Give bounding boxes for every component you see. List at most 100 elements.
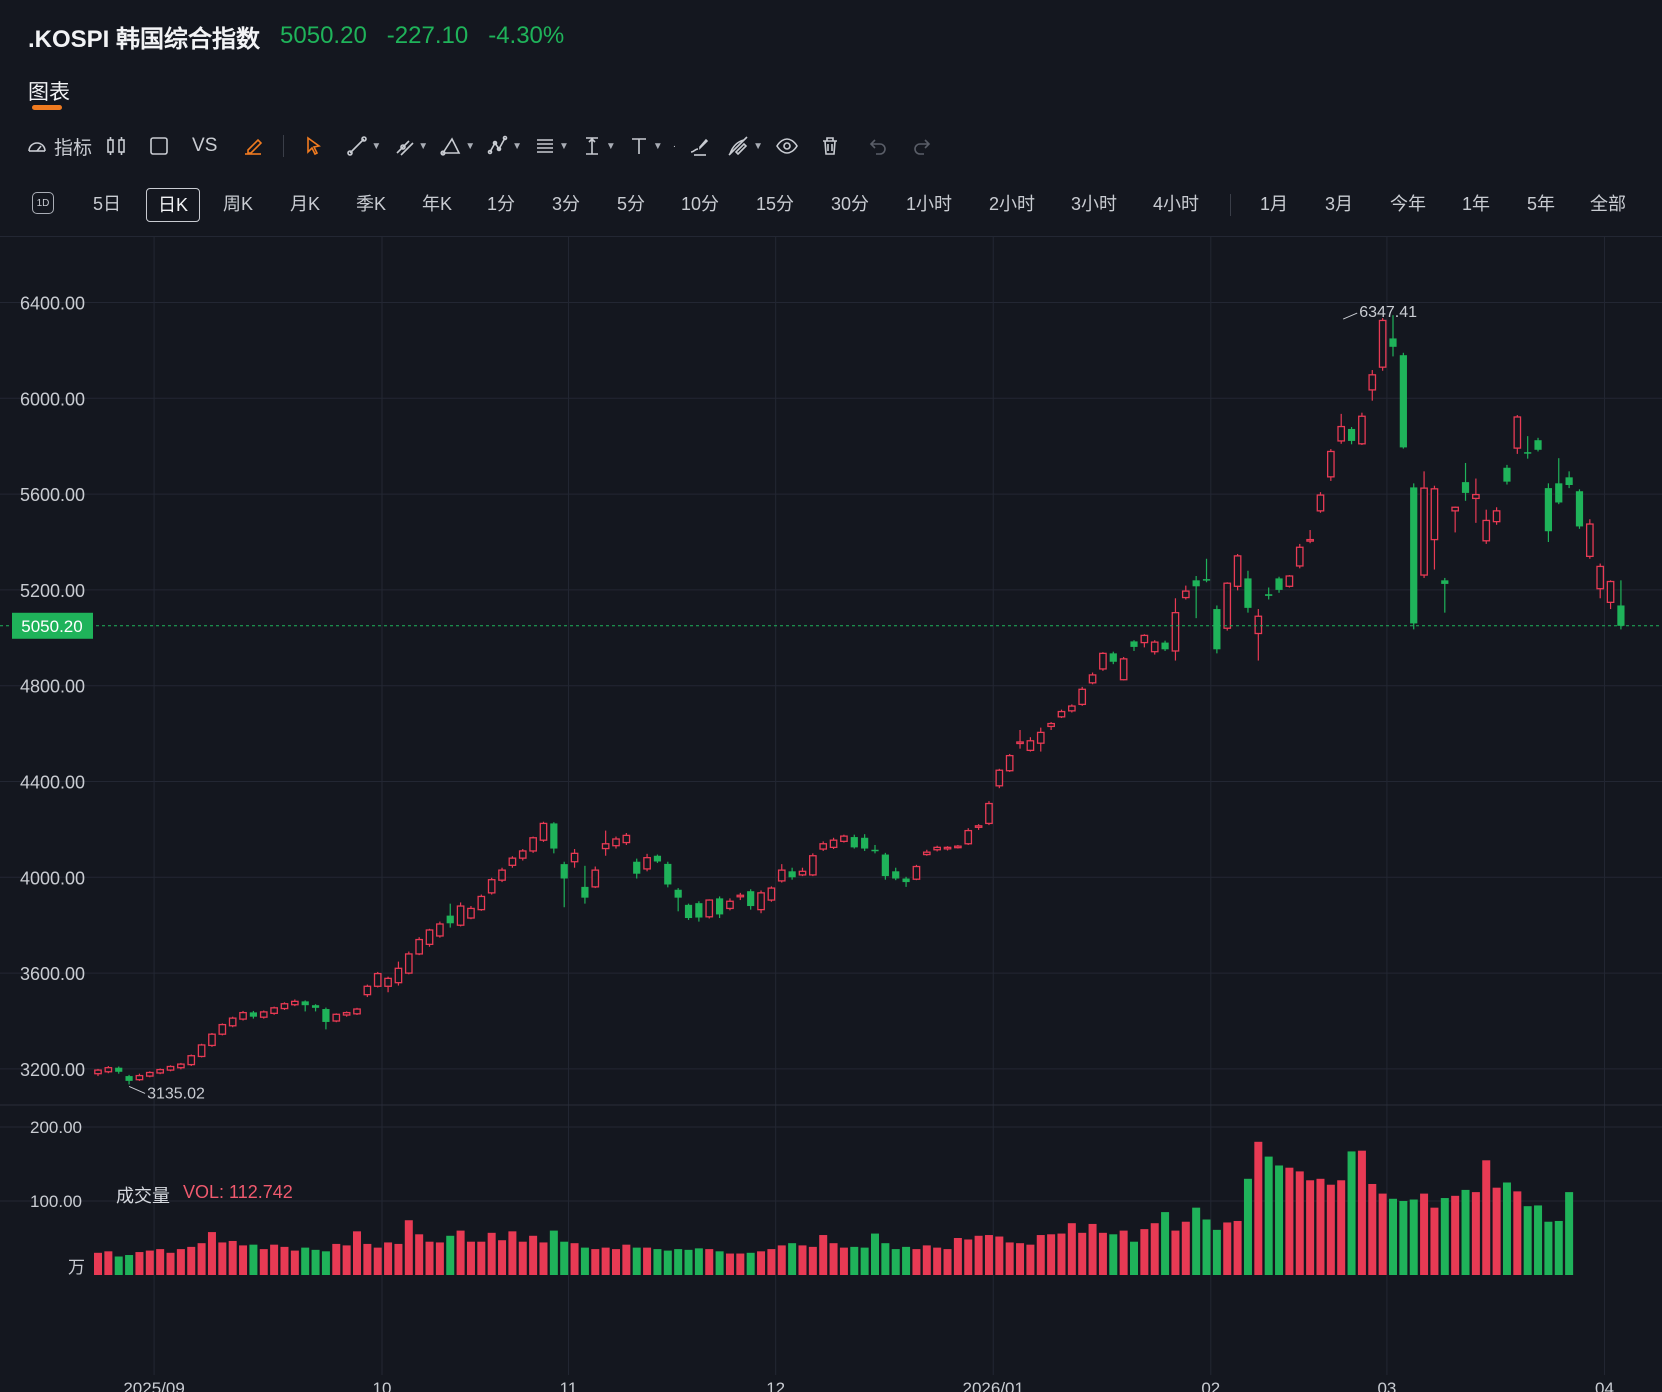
no-draw-tool[interactable]: ▼ bbox=[726, 126, 763, 166]
chevron-down-icon: ▼ bbox=[605, 140, 616, 152]
candle-body bbox=[788, 871, 796, 878]
range-5y[interactable]: 5年 bbox=[1526, 194, 1556, 214]
pitchfork-tool[interactable]: ▼ bbox=[393, 126, 428, 166]
candle bbox=[601, 830, 610, 856]
candle-body bbox=[1275, 578, 1283, 590]
candle-body bbox=[477, 895, 486, 911]
brush-tool[interactable] bbox=[688, 126, 710, 166]
volume-bar bbox=[1482, 1160, 1491, 1275]
volume-bar bbox=[1109, 1234, 1118, 1275]
range-1y[interactable]: 1年 bbox=[1461, 194, 1491, 214]
period-15min[interactable]: 15分 bbox=[755, 194, 795, 214]
volume-bar bbox=[871, 1233, 879, 1275]
period-2h[interactable]: 2小时 bbox=[988, 194, 1036, 214]
period-monthly-k[interactable]: 月K bbox=[289, 194, 321, 214]
period-1d-icon[interactable]: 1D bbox=[32, 192, 54, 214]
candle-body bbox=[197, 1044, 206, 1058]
volume-bar bbox=[1150, 1223, 1159, 1275]
range-1m[interactable]: 1月 bbox=[1259, 194, 1289, 214]
tab-chart[interactable]: 图表 bbox=[28, 81, 70, 104]
volume-bar bbox=[819, 1235, 828, 1275]
candle bbox=[353, 1007, 361, 1016]
candle bbox=[446, 903, 454, 928]
volume-bar bbox=[891, 1249, 900, 1275]
period-3min[interactable]: 3分 bbox=[551, 194, 581, 214]
x-tick-label: 2026/01 bbox=[963, 1379, 1024, 1392]
volume-bar bbox=[1409, 1199, 1418, 1275]
candle bbox=[1150, 640, 1159, 655]
redo-button[interactable] bbox=[911, 126, 933, 166]
period-quarterly-k[interactable]: 季K bbox=[355, 194, 387, 214]
range-ytd[interactable]: 今年 bbox=[1390, 194, 1426, 214]
candle-body bbox=[581, 886, 589, 898]
candle bbox=[1265, 587, 1273, 600]
period-30min[interactable]: 30分 bbox=[830, 194, 870, 214]
period-yearly-k[interactable]: 年K bbox=[421, 194, 453, 214]
candle-body bbox=[705, 899, 714, 918]
candle bbox=[322, 1007, 330, 1030]
compare-button[interactable]: VS bbox=[192, 126, 217, 166]
visibility-toggle[interactable] bbox=[775, 126, 799, 166]
volume-bar bbox=[850, 1246, 859, 1275]
period-1min[interactable]: 1分 bbox=[486, 194, 516, 214]
cursor-tool[interactable] bbox=[302, 126, 324, 166]
trendline-tool[interactable]: ▼ bbox=[346, 126, 381, 166]
candle-body bbox=[591, 869, 600, 888]
volume-bar bbox=[1212, 1229, 1221, 1275]
triangle-tool[interactable]: ▼ bbox=[440, 126, 475, 166]
volume-bar bbox=[953, 1238, 962, 1275]
candle-body bbox=[187, 1055, 196, 1066]
volume-bar bbox=[1026, 1244, 1035, 1275]
highlighter-tool[interactable] bbox=[241, 126, 265, 166]
candle bbox=[1555, 458, 1563, 505]
x-tick-label: 12 bbox=[766, 1379, 785, 1392]
volume-bar bbox=[549, 1230, 558, 1275]
indicator-button[interactable]: 指标 bbox=[26, 126, 92, 166]
candle-body bbox=[808, 855, 817, 876]
period-1h[interactable]: 1小时 bbox=[905, 194, 953, 214]
period-daily-k[interactable]: 日K bbox=[145, 188, 201, 222]
candle-body bbox=[985, 802, 993, 825]
period-3h[interactable]: 3小时 bbox=[1070, 194, 1118, 214]
volume-y-tick-label: 100.00 bbox=[30, 1192, 82, 1211]
candle-body bbox=[777, 869, 786, 882]
candle bbox=[1161, 640, 1169, 651]
period-5d[interactable]: 5日 bbox=[92, 194, 122, 214]
volume-bar bbox=[1326, 1184, 1335, 1275]
volume-bar bbox=[280, 1246, 289, 1275]
period-divider bbox=[1230, 194, 1231, 216]
volume-bar bbox=[912, 1249, 921, 1275]
volume-bar bbox=[601, 1247, 610, 1275]
period-weekly-k[interactable]: 周K bbox=[222, 194, 254, 214]
candle-body bbox=[353, 1008, 361, 1015]
candle bbox=[881, 852, 889, 880]
candle bbox=[384, 976, 392, 993]
volume-bar bbox=[860, 1247, 869, 1275]
text-tool[interactable]: ▼ · bbox=[628, 126, 676, 166]
volume-bar bbox=[1264, 1156, 1273, 1275]
candle-body bbox=[1430, 488, 1439, 541]
delete-drawings-button[interactable] bbox=[819, 126, 841, 166]
candle bbox=[1254, 609, 1263, 661]
range-all[interactable]: 全部 bbox=[1590, 194, 1626, 214]
range-3m[interactable]: 3月 bbox=[1324, 194, 1354, 214]
period-5min[interactable]: 5分 bbox=[616, 194, 646, 214]
volume-bar bbox=[622, 1244, 631, 1275]
brush-icon bbox=[688, 135, 710, 157]
candle bbox=[933, 845, 942, 852]
candle bbox=[767, 886, 776, 902]
undo-button[interactable] bbox=[867, 126, 889, 166]
layout-tool[interactable] bbox=[148, 126, 170, 166]
period-4h[interactable]: 4小时 bbox=[1152, 194, 1200, 214]
volume-bar bbox=[363, 1243, 372, 1275]
measure-icon bbox=[581, 135, 603, 157]
candlestick-tool[interactable] bbox=[104, 126, 130, 166]
pattern-tool[interactable]: ▼ bbox=[487, 126, 522, 166]
candle-body bbox=[943, 846, 952, 850]
period-10min[interactable]: 10分 bbox=[680, 194, 720, 214]
candle-body bbox=[373, 972, 382, 987]
measure-tool[interactable]: ▼ bbox=[581, 126, 616, 166]
candlestick-chart[interactable]: 3200.00 3600.00 4000.00 4400.00 4800.00 5200.… bbox=[0, 237, 1662, 1392]
x-tick-label: 11 bbox=[560, 1379, 578, 1392]
fib-tool[interactable]: ▼ bbox=[534, 126, 569, 166]
